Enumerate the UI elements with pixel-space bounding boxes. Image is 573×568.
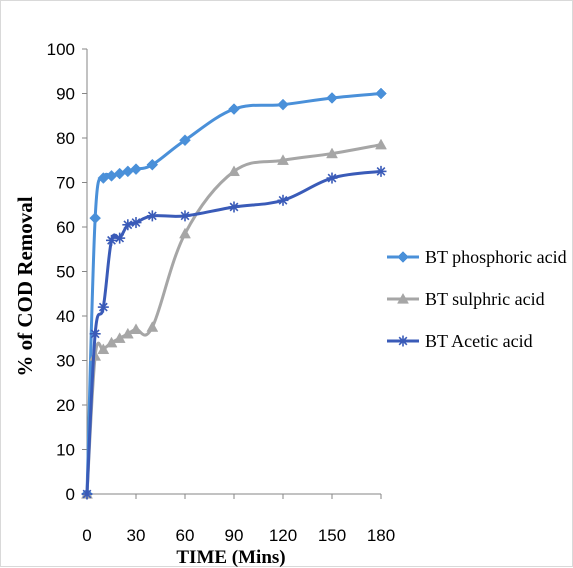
data-point <box>130 163 142 176</box>
data-point <box>228 165 240 177</box>
data-point <box>326 172 338 184</box>
data-point <box>130 323 142 334</box>
data-point <box>130 217 142 229</box>
data-point <box>375 165 387 177</box>
data-point <box>105 169 118 182</box>
y-tick-label: 10 <box>56 441 75 460</box>
data-point <box>122 219 134 231</box>
series-3 <box>81 165 387 500</box>
data-point <box>113 167 126 180</box>
data-point <box>97 301 109 313</box>
y-tick-label: 40 <box>56 307 75 326</box>
tick-labels: 0 10 20 30 40 50 60 70 80 90 100 0 30 60 90 120 150 180 <box>47 40 396 545</box>
x-tick-label: 180 <box>367 526 395 545</box>
x-tick-label: 60 <box>176 526 195 545</box>
y-tick-label: 0 <box>66 485 75 504</box>
data-point <box>375 87 387 100</box>
axes <box>82 48 382 499</box>
x-axis-label: TIME (Mins) <box>176 547 285 568</box>
data-point <box>277 154 289 165</box>
data-point <box>121 165 134 178</box>
data-point <box>228 103 240 115</box>
data-point <box>397 251 409 263</box>
data-point <box>81 488 93 500</box>
y-tick-label: 20 <box>56 396 75 415</box>
legend-label: BT phosphoric acid <box>425 247 567 267</box>
data-point <box>146 321 159 332</box>
data-point <box>397 335 409 347</box>
data-point <box>89 328 101 340</box>
x-tick-label: 120 <box>269 526 297 545</box>
y-axis-label: % of COD Removal <box>13 196 37 376</box>
legend-item: BT Acetic acid <box>387 331 533 351</box>
data-point <box>179 134 191 147</box>
y-tick-label: 70 <box>56 174 75 193</box>
data-point <box>146 158 159 171</box>
plot-area <box>81 87 387 500</box>
x-tick-label: 150 <box>318 526 346 545</box>
x-tick-label: 90 <box>225 526 244 545</box>
data-point <box>179 210 191 222</box>
data-point <box>146 210 158 222</box>
legend-label: BT Acetic acid <box>425 331 533 351</box>
data-point <box>326 92 338 104</box>
y-tick-label: 90 <box>56 85 75 104</box>
data-point <box>277 98 289 111</box>
y-tick-label: 50 <box>56 263 75 282</box>
series-1 <box>81 87 387 500</box>
data-point <box>228 201 240 213</box>
data-point <box>375 138 387 150</box>
data-point <box>114 232 126 244</box>
y-tick-label: 30 <box>56 352 75 371</box>
x-tick-label: 30 <box>127 526 146 545</box>
data-point <box>326 147 338 159</box>
legend-item: BT phosphoric acid <box>387 247 567 267</box>
legend-item: BT sulphric acid <box>387 289 545 309</box>
legend-label: BT sulphric acid <box>425 289 545 309</box>
series-2 <box>81 138 387 499</box>
x-tick-label: 0 <box>82 526 91 545</box>
y-tick-label: 100 <box>47 40 75 59</box>
legend: BT phosphoric acid BT sulphric acid BT Ace… <box>387 247 567 351</box>
y-tick-label: 80 <box>56 129 75 148</box>
data-point <box>97 343 110 355</box>
data-point <box>106 234 117 246</box>
data-point <box>277 194 289 206</box>
y-tick-label: 60 <box>56 218 75 237</box>
data-point <box>89 212 102 224</box>
data-point <box>179 227 191 239</box>
series-line <box>85 143 382 495</box>
data-point <box>397 292 409 304</box>
